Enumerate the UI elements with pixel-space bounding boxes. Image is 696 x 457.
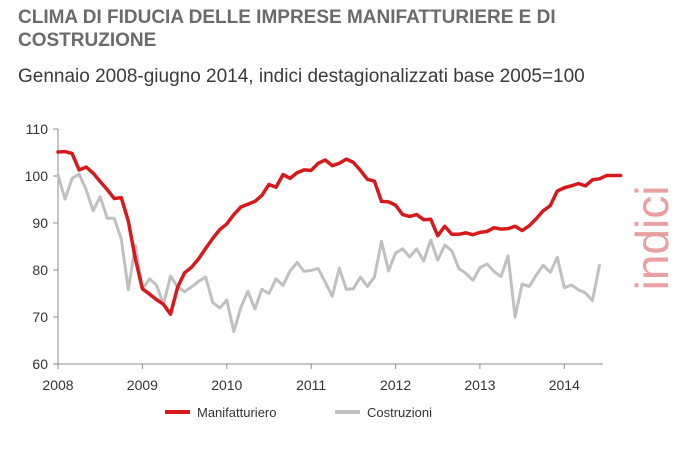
- x-tick-label: 2009: [127, 377, 158, 393]
- y-tick-label: 100: [25, 168, 49, 184]
- series-line-manifatturiero: [56, 149, 623, 316]
- chart-axes: 60 70 80 90 100 110 2008 2009 2010 2011 2012 2013 20…: [25, 121, 603, 393]
- x-tick-label: 2011: [296, 377, 326, 393]
- x-tick-label: 2012: [380, 377, 411, 393]
- y-tick-label: 60: [32, 356, 48, 372]
- chart-subtitle: Gennaio 2008-giugno 2014, indici destagi…: [18, 66, 585, 87]
- chart-title: CLIMA DI FIDUCIA DELLE IMPRESE MANIFATTU…: [18, 7, 556, 51]
- series-layer: [56, 149, 623, 334]
- legend-label-costruzioni: Costruzioni: [367, 405, 432, 420]
- y-tick-label: 90: [32, 215, 48, 231]
- x-tick-label: 2013: [464, 377, 495, 393]
- x-tick-label: 2008: [42, 377, 73, 393]
- y-axis-label: indici: [626, 186, 678, 291]
- series-line-costruzioni: [56, 172, 601, 334]
- legend-label-manifatturiero: Manifatturiero: [197, 405, 276, 420]
- chart-legend: Manifatturiero Costruzioni: [165, 405, 432, 420]
- y-tick-label: 110: [26, 121, 49, 137]
- y-tick-label: 70: [32, 309, 48, 325]
- x-tick-label: 2010: [211, 377, 242, 393]
- y-tick-label: 80: [32, 262, 48, 278]
- x-tick-label: 2014: [549, 377, 580, 393]
